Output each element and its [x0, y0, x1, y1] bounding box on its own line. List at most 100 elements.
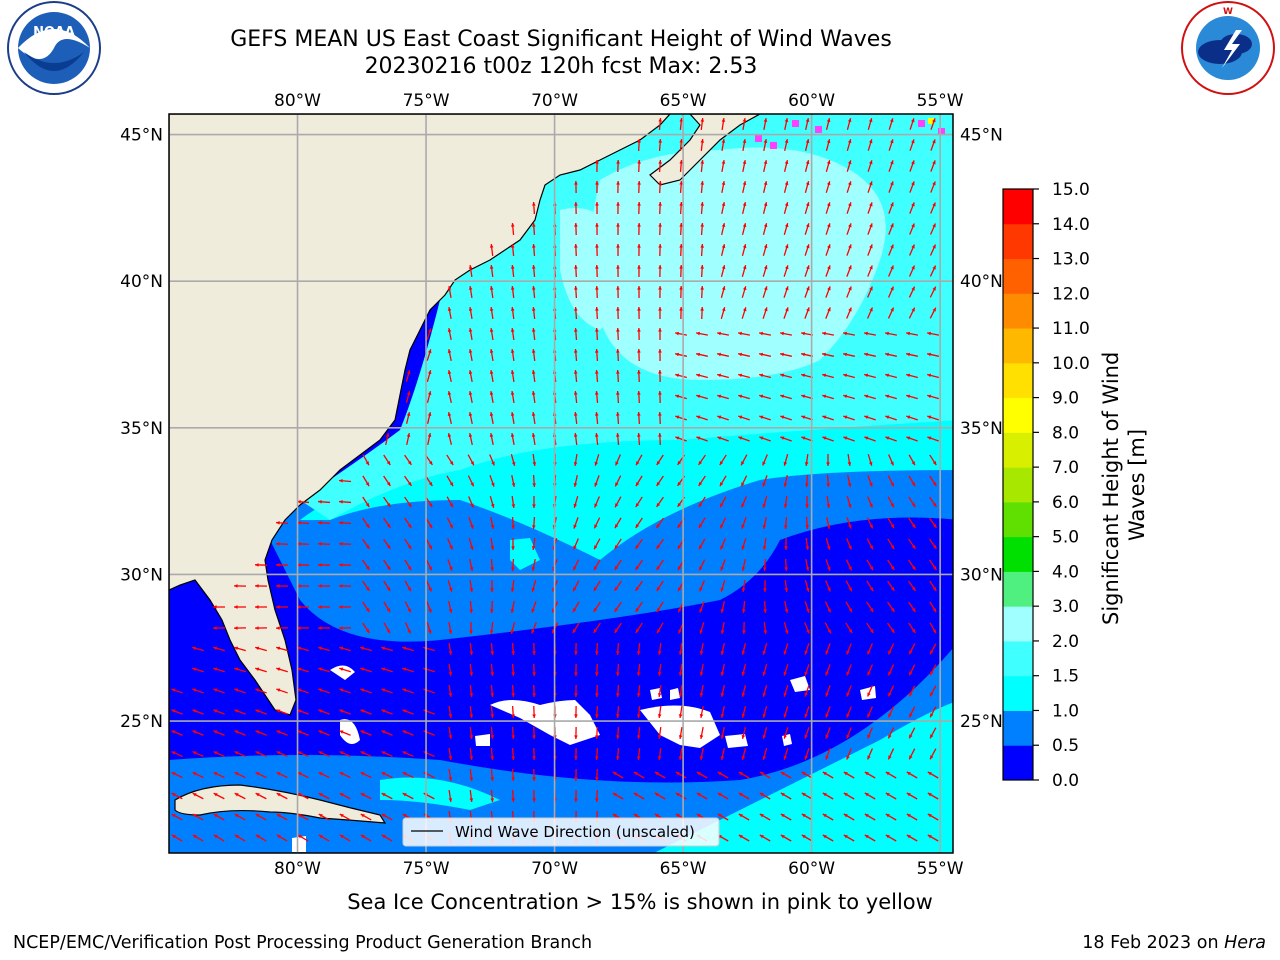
wave-direction-arrow [908, 475, 916, 487]
colorbar-swatch [1003, 328, 1033, 364]
wave-direction-arrow [255, 667, 267, 673]
wave-direction-arrow [594, 390, 599, 404]
wave-direction-arrow [780, 834, 792, 842]
wave-direction-arrow [887, 622, 895, 634]
colorbar-swatch [1003, 189, 1033, 225]
wave-direction-arrow [679, 306, 683, 320]
wave-direction-arrow [847, 475, 852, 487]
wave-direction-arrow [675, 415, 687, 421]
wave-direction-arrow [531, 369, 536, 383]
wave-direction-arrow [255, 771, 267, 779]
wave-direction-arrow [233, 605, 247, 609]
wave-direction-arrow [804, 307, 810, 319]
lon-tick-top: 60°W [788, 91, 835, 111]
wave-direction-arrow [759, 792, 771, 800]
wave-direction-arrow [511, 705, 515, 719]
wave-direction-arrow [783, 160, 789, 172]
wave-direction-arrow [276, 750, 288, 758]
wave-direction-arrow [929, 307, 937, 319]
wave-direction-arrow [171, 688, 183, 694]
wave-direction-arrow [233, 626, 247, 630]
lon-tick-bottom: 80°W [274, 859, 321, 879]
wave-direction-arrow [888, 181, 894, 193]
lat-ticks-right: 45°N 40°N 35°N 30°N 25°N [960, 126, 1003, 733]
wave-direction-arrow [532, 684, 536, 698]
wave-direction-arrow [700, 264, 704, 278]
wave-direction-arrow [616, 201, 620, 215]
wave-direction-arrow [532, 474, 536, 488]
wave-direction-arrow [780, 415, 792, 421]
wave-direction-arrow [762, 454, 768, 466]
wave-direction-arrow [720, 307, 726, 319]
wave-direction-arrow [192, 688, 204, 694]
wave-direction-arrow [637, 201, 641, 215]
wave-direction-arrow [864, 834, 876, 842]
wave-direction-arrow [825, 559, 831, 571]
wave-direction-arrow [469, 726, 474, 740]
wave-direction-arrow [532, 201, 536, 215]
wave-direction-arrow [511, 495, 516, 509]
wave-direction-arrow [447, 433, 453, 445]
wave-direction-arrow [805, 118, 810, 130]
wave-direction-arrow [360, 834, 372, 842]
wave-direction-arrow [531, 580, 537, 592]
wave-direction-arrow [338, 584, 352, 588]
wave-direction-arrow [490, 747, 495, 761]
lat-tick-left: 25°N [120, 712, 163, 732]
wave-direction-arrow [658, 348, 662, 362]
wave-direction-arrow [759, 771, 771, 779]
wave-direction-arrow [826, 516, 831, 530]
wave-direction-arrow [531, 306, 536, 320]
lat-tick-left: 40°N [120, 272, 163, 292]
wave-direction-arrow [489, 621, 494, 635]
wave-direction-arrow [572, 580, 580, 592]
wave-direction-arrow [339, 792, 351, 800]
wave-direction-arrow [489, 285, 494, 299]
wave-direction-arrow [468, 327, 473, 341]
footer-date: 18 Feb 2023 on Hera [1082, 933, 1266, 953]
wave-direction-arrow [846, 748, 852, 760]
wave-direction-arrow [234, 730, 246, 736]
wave-direction-arrow [636, 684, 641, 698]
wave-direction-arrow [762, 202, 768, 214]
wave-direction-arrow [658, 306, 662, 320]
wave-direction-arrow [490, 517, 495, 529]
wave-direction-arrow [402, 750, 414, 758]
wave-direction-arrow [254, 605, 268, 609]
wave-direction-arrow [573, 432, 578, 446]
wave-direction-arrow [846, 643, 852, 655]
wave-direction-arrow [759, 436, 771, 442]
wave-direction-arrow [717, 352, 729, 357]
wave-direction-arrow [656, 601, 664, 613]
wave-direction-arrow [338, 542, 352, 546]
wave-direction-arrow [511, 474, 516, 488]
wave-direction-arrow [866, 559, 874, 571]
wave-direction-arrow [427, 433, 432, 445]
wave-direction-arrow [447, 412, 452, 424]
wave-direction-arrow [339, 771, 351, 779]
wave-direction-arrow [762, 181, 768, 193]
wave-direction-arrow [825, 202, 831, 214]
wave-direction-arrow [783, 495, 788, 509]
wave-direction-arrow [234, 646, 246, 652]
wave-direction-arrow [657, 747, 662, 761]
wave-direction-arrow [383, 496, 391, 508]
wave-direction-arrow [448, 684, 453, 698]
lat-tick-left: 30°N [120, 565, 163, 585]
wave-direction-arrow [696, 394, 708, 400]
wave-direction-arrow [783, 181, 789, 193]
wave-direction-arrow [616, 264, 620, 278]
wave-direction-arrow [511, 789, 515, 803]
wave-direction-arrow [469, 559, 474, 571]
wave-direction-arrow [616, 159, 620, 173]
wave-direction-arrow [926, 331, 940, 336]
wave-direction-arrow [909, 160, 915, 172]
colorbar-tick-label: 13.0 [1052, 250, 1090, 270]
wave-direction-arrow [171, 834, 183, 842]
wave-direction-arrow [929, 538, 937, 550]
wave-direction-arrow [927, 436, 939, 442]
wave-direction-arrow [804, 643, 810, 655]
lon-tick-top: 70°W [531, 91, 578, 111]
colorbar-swatch [1003, 397, 1033, 433]
wave-direction-arrow [255, 750, 267, 758]
